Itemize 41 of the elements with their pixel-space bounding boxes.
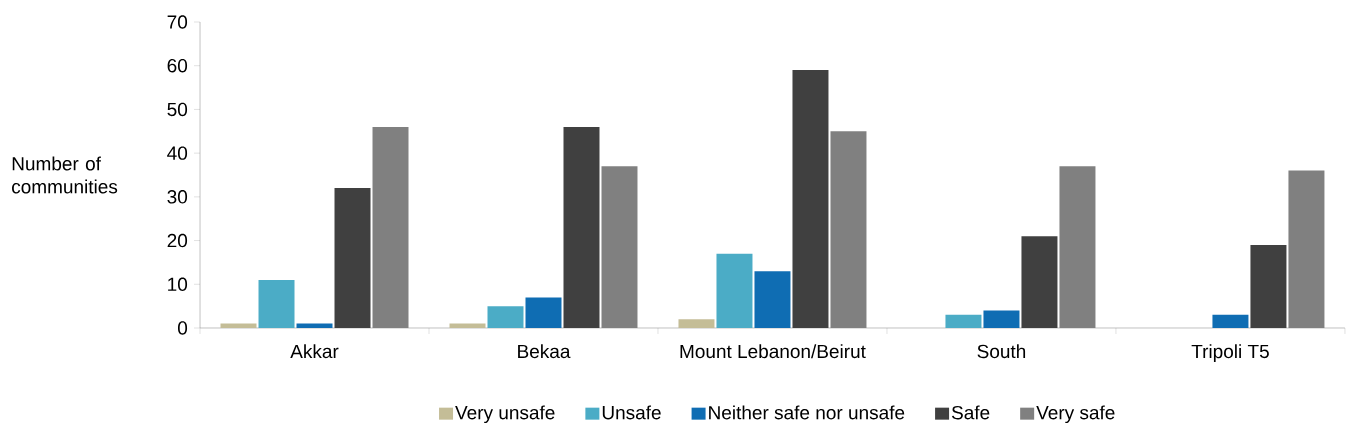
- bar: [983, 310, 1020, 328]
- x-tick-label: South: [977, 344, 1026, 359]
- bar: [334, 188, 371, 328]
- bar: [792, 70, 829, 328]
- y-tick-label: 20: [167, 233, 188, 248]
- bar: [830, 131, 867, 328]
- y-tick-label: 60: [167, 58, 188, 73]
- y-axis-title: Number of communities: [12, 156, 118, 194]
- bar: [449, 323, 486, 328]
- bar: [716, 253, 753, 328]
- bar: [525, 297, 562, 328]
- bar: [1250, 244, 1287, 328]
- bar: [487, 306, 524, 328]
- bar: [258, 279, 295, 328]
- y-tick-label: 10: [168, 277, 188, 291]
- legend-label: Safe: [951, 405, 990, 420]
- y-tick-label: 30: [167, 190, 188, 204]
- y-tick-label: 40: [167, 146, 188, 160]
- bar: [678, 319, 715, 328]
- bar: [1021, 236, 1058, 328]
- bar: [296, 323, 333, 328]
- legend-label: Unsafe: [602, 405, 661, 420]
- bar: [754, 271, 791, 328]
- bar: [1288, 170, 1325, 328]
- legend-label: Neither safe nor unsafe: [709, 405, 905, 420]
- y-tick-label: 50: [167, 102, 188, 117]
- bar: [372, 126, 409, 328]
- bar: [563, 126, 600, 328]
- legend-label: Very unsafe: [455, 405, 555, 424]
- bar: [601, 166, 638, 328]
- bar: [1212, 314, 1249, 328]
- x-tick-label: Tripoli T5: [1191, 344, 1269, 362]
- y-tick-label: 70: [167, 15, 188, 29]
- x-tick-label: Mount Lebanon/Beirut: [680, 344, 866, 359]
- legend-label: Very safe: [1036, 405, 1115, 424]
- bar: [1059, 166, 1096, 328]
- x-tick-label: Akkar: [290, 344, 339, 359]
- y-tick-label: 0: [177, 321, 188, 335]
- x-tick-label: Bekaa: [518, 344, 571, 359]
- bar: [945, 314, 982, 328]
- bar: [220, 323, 257, 328]
